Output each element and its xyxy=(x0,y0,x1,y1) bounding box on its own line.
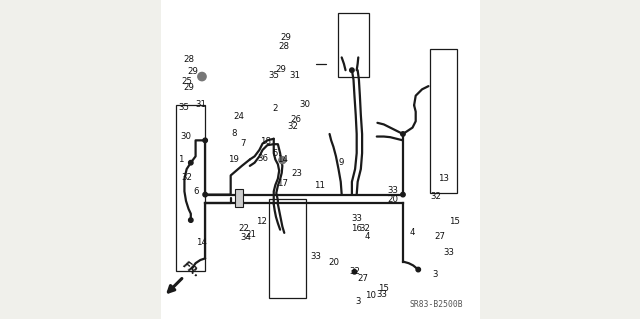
Text: 20: 20 xyxy=(329,258,340,267)
Text: 27: 27 xyxy=(434,232,445,241)
Text: 30: 30 xyxy=(180,132,191,141)
Text: 25: 25 xyxy=(181,77,192,86)
Text: 1: 1 xyxy=(179,155,184,164)
Text: 7: 7 xyxy=(240,139,246,148)
Text: 3: 3 xyxy=(356,297,361,306)
Text: 29: 29 xyxy=(188,67,198,76)
Text: 12: 12 xyxy=(257,217,268,226)
Text: 15: 15 xyxy=(378,284,388,293)
Text: 32: 32 xyxy=(359,224,370,233)
Text: 29: 29 xyxy=(280,33,291,42)
Circle shape xyxy=(203,192,207,197)
Text: 32: 32 xyxy=(287,122,298,130)
Text: 3: 3 xyxy=(433,270,438,279)
Text: 30: 30 xyxy=(300,100,310,109)
Text: 31: 31 xyxy=(289,71,300,80)
Text: 18: 18 xyxy=(260,137,271,146)
Text: 17: 17 xyxy=(277,179,288,188)
Text: 5: 5 xyxy=(272,149,278,158)
Bar xyxy=(337,13,369,77)
Text: SR83-B2500B: SR83-B2500B xyxy=(410,300,463,309)
Text: 9: 9 xyxy=(338,158,344,167)
Bar xyxy=(430,49,457,193)
Text: 26: 26 xyxy=(291,115,301,124)
Text: 6: 6 xyxy=(193,187,199,196)
Text: 33: 33 xyxy=(388,186,399,195)
Text: 28: 28 xyxy=(278,42,289,51)
Text: 32: 32 xyxy=(182,173,193,182)
Text: 8: 8 xyxy=(232,130,237,138)
Text: 2: 2 xyxy=(273,104,278,113)
Text: 13: 13 xyxy=(438,174,449,183)
Text: 4: 4 xyxy=(364,232,370,241)
Circle shape xyxy=(401,132,405,136)
Text: 23: 23 xyxy=(292,169,303,178)
Bar xyxy=(177,105,205,271)
Text: 24: 24 xyxy=(234,112,244,121)
Text: 32: 32 xyxy=(349,267,360,276)
Text: 32: 32 xyxy=(430,192,441,201)
Circle shape xyxy=(203,138,207,143)
Text: 14: 14 xyxy=(196,238,207,247)
Circle shape xyxy=(279,157,286,164)
Text: 35: 35 xyxy=(179,103,189,112)
Text: FR.: FR. xyxy=(180,259,202,279)
Circle shape xyxy=(352,270,356,274)
Circle shape xyxy=(349,68,354,72)
Text: 29: 29 xyxy=(183,83,194,92)
Text: 14: 14 xyxy=(277,155,288,164)
Text: 15: 15 xyxy=(449,217,460,226)
Circle shape xyxy=(189,218,193,222)
Circle shape xyxy=(416,267,420,272)
Text: 35: 35 xyxy=(268,71,279,80)
Circle shape xyxy=(189,160,193,165)
Bar xyxy=(269,199,306,298)
Text: 33: 33 xyxy=(376,290,387,299)
Text: 19: 19 xyxy=(228,155,239,164)
Text: 22: 22 xyxy=(239,224,250,233)
Text: 36: 36 xyxy=(257,154,268,163)
Bar xyxy=(234,189,243,207)
Text: 11: 11 xyxy=(314,181,326,189)
Text: 27: 27 xyxy=(357,274,368,283)
Text: 33: 33 xyxy=(310,252,322,261)
Text: 16: 16 xyxy=(351,224,362,233)
Text: 10: 10 xyxy=(365,291,376,300)
Text: 31: 31 xyxy=(196,100,207,109)
Circle shape xyxy=(401,192,405,197)
Text: 20: 20 xyxy=(387,195,398,204)
Text: 33: 33 xyxy=(351,214,362,223)
Text: 28: 28 xyxy=(183,56,194,64)
Text: 4: 4 xyxy=(410,228,415,237)
Text: 21: 21 xyxy=(246,230,257,239)
Text: 29: 29 xyxy=(276,65,287,74)
Text: 34: 34 xyxy=(241,233,252,242)
Text: 33: 33 xyxy=(443,248,454,257)
Circle shape xyxy=(198,72,206,81)
